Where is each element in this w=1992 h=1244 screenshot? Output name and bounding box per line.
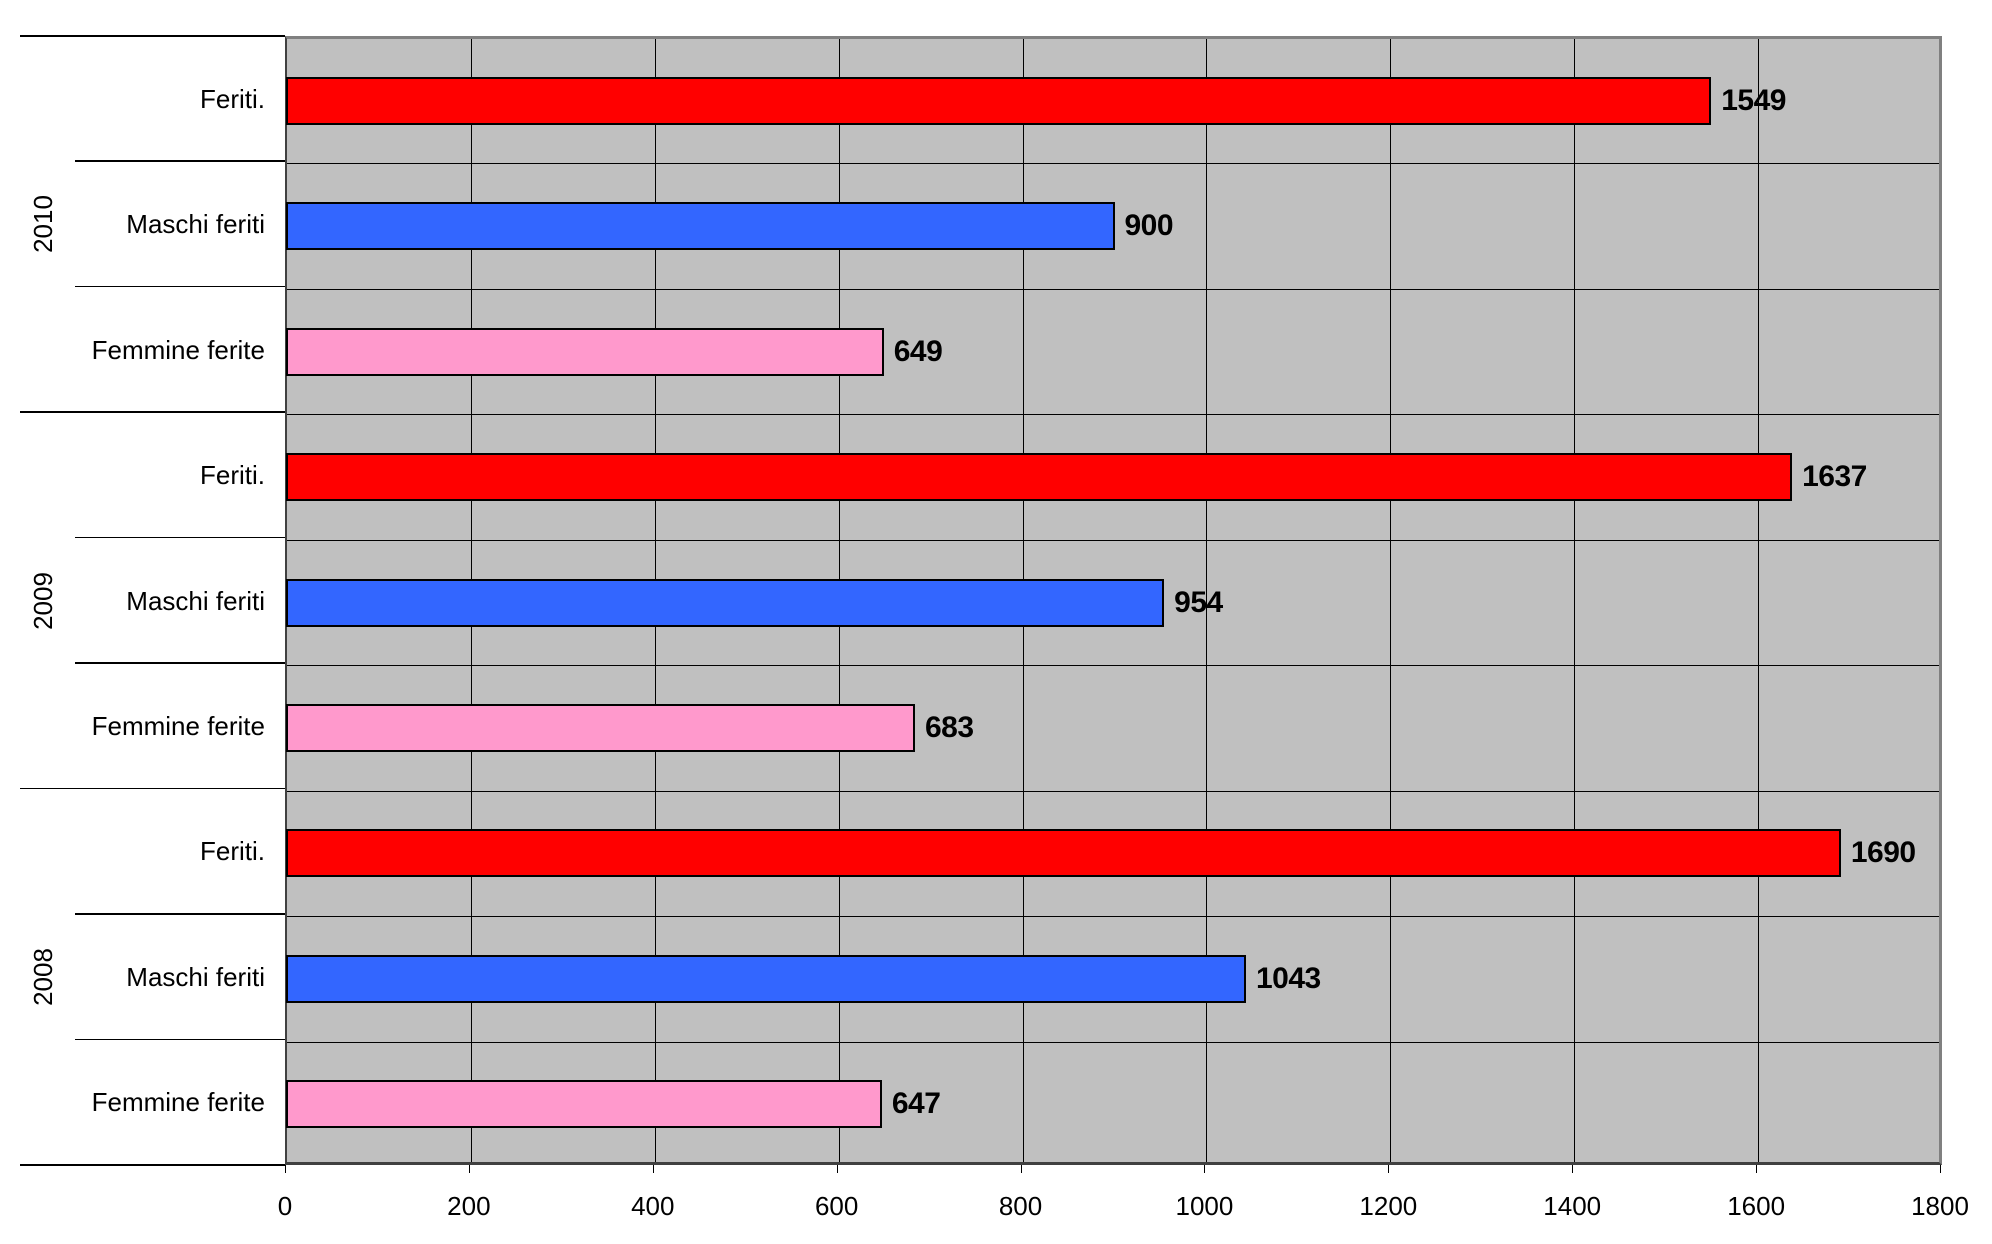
category-separator-line xyxy=(75,1038,285,1041)
bar-value-label: 647 xyxy=(891,1087,941,1121)
group-separator-line xyxy=(20,787,285,790)
x-tick-label: 600 xyxy=(814,1191,859,1221)
year-group-label: 2010 xyxy=(28,195,58,254)
x-tick-mark xyxy=(468,1165,470,1173)
x-tick-mark xyxy=(1204,1165,1206,1173)
x-tick-mark xyxy=(1940,1165,1941,1173)
category-label: Feriti. xyxy=(200,460,265,491)
gridline-horizontal xyxy=(287,288,1939,290)
category-label: Femmine ferite xyxy=(91,1087,265,1118)
category-label: Maschi feriti xyxy=(126,209,265,240)
category-label: Feriti. xyxy=(200,83,265,114)
x-tick-mark xyxy=(836,1165,838,1173)
gridline-vertical xyxy=(1758,39,1760,1162)
category-label: Feriti. xyxy=(200,836,265,867)
gridline-horizontal xyxy=(287,163,1939,165)
gridline-horizontal xyxy=(287,790,1939,792)
gridline-vertical xyxy=(1574,39,1576,1162)
x-tick-mark xyxy=(1572,1165,1574,1173)
x-tick-label: 400 xyxy=(631,1191,675,1221)
bar-value-label: 1043 xyxy=(1255,961,1321,995)
bar-value-label: 649 xyxy=(893,334,943,368)
bar-2008-feriti xyxy=(286,829,1841,878)
x-tick-mark xyxy=(652,1165,654,1173)
x-tick-label: 1600 xyxy=(1727,1191,1786,1221)
gridline-horizontal xyxy=(287,665,1939,667)
bar-value-label: 1690 xyxy=(1850,836,1916,870)
category-separator-line xyxy=(75,662,285,664)
group-separator-line xyxy=(20,1164,285,1166)
group-separator-line xyxy=(20,411,285,413)
bar-2010-maschi-feriti xyxy=(286,202,1115,251)
category-separator-line xyxy=(75,913,285,915)
category-separator-line xyxy=(75,536,285,539)
x-tick-label: 1400 xyxy=(1543,1191,1602,1221)
gridline-vertical xyxy=(1206,39,1208,1162)
bar-2009-feriti xyxy=(286,453,1793,502)
bar-value-label: 954 xyxy=(1174,585,1223,619)
category-separator-line xyxy=(75,285,285,288)
category-label: Femmine ferite xyxy=(91,334,265,365)
bar-value-label: 683 xyxy=(924,710,974,744)
bar-2010-femmine-ferite xyxy=(286,327,884,376)
category-label: Maschi feriti xyxy=(126,961,265,992)
gridline-horizontal xyxy=(287,539,1939,541)
x-tick-mark xyxy=(1388,1165,1390,1173)
bar-2009-maschi-feriti xyxy=(286,578,1165,627)
gridline-horizontal xyxy=(287,1041,1939,1043)
category-label: Maschi feriti xyxy=(126,585,265,616)
x-tick-mark xyxy=(1756,1165,1758,1173)
bar-2008-maschi-feriti xyxy=(286,954,1246,1003)
bar-2009-femmine-ferite xyxy=(286,703,915,752)
category-label: Femmine ferite xyxy=(91,710,265,741)
year-group-label: 2008 xyxy=(28,947,58,1006)
bar-value-label: 1637 xyxy=(1802,460,1867,494)
gridline-vertical xyxy=(1390,39,1392,1162)
x-tick-label: 0 xyxy=(277,1191,293,1221)
x-tick-label: 1000 xyxy=(1175,1191,1234,1221)
x-tick-mark xyxy=(285,1165,286,1173)
bar-2010-feriti xyxy=(286,76,1712,125)
plot-area: 1549 900 649 1637 954 683 1690 1043 647 xyxy=(285,36,1942,1165)
x-tick-label: 1800 xyxy=(1911,1191,1969,1221)
category-separator-line xyxy=(75,160,285,162)
x-tick-mark xyxy=(1020,1165,1022,1173)
group-separator-line xyxy=(20,35,285,37)
x-tick-label: 800 xyxy=(998,1191,1043,1221)
gridline-horizontal xyxy=(287,414,1939,416)
gridline-horizontal xyxy=(287,916,1939,918)
x-tick-label: 1200 xyxy=(1359,1191,1418,1221)
bar-2008-femmine-ferite xyxy=(286,1080,882,1129)
bar-value-label: 1549 xyxy=(1721,83,1786,117)
bar-value-label: 900 xyxy=(1124,209,1174,243)
year-group-label: 2009 xyxy=(28,571,58,630)
x-tick-label: 200 xyxy=(447,1191,491,1221)
